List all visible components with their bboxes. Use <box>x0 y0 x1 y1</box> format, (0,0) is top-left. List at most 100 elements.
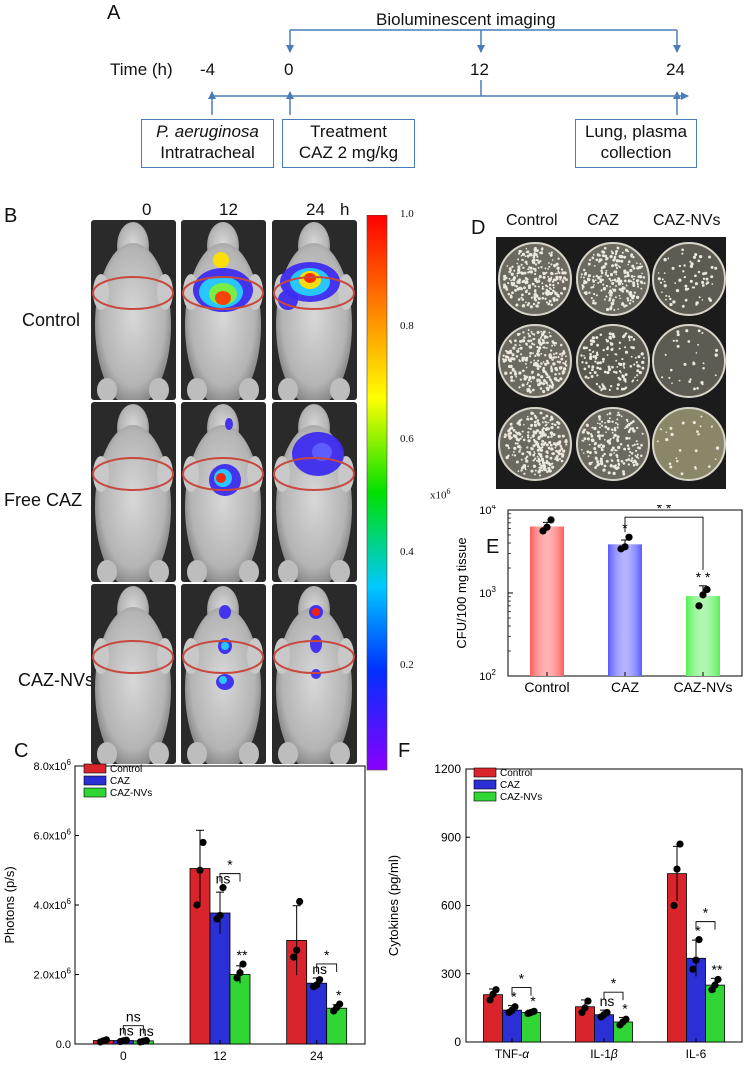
data-point <box>695 936 703 944</box>
significance-label: * <box>511 989 517 1005</box>
lung-region-ellipse <box>92 276 174 310</box>
panel-label-e: E <box>486 536 500 558</box>
mouse-right-leg <box>330 742 350 764</box>
infection-box: P. aeruginosa Intratracheal <box>141 119 274 168</box>
colony <box>549 431 554 435</box>
colony <box>602 386 606 390</box>
mouse-left-leg <box>278 742 298 764</box>
colony <box>518 386 521 389</box>
colony <box>671 266 675 270</box>
data-point <box>296 897 304 906</box>
colony <box>532 412 535 415</box>
time-tick-24: 24 <box>666 60 685 79</box>
legend-swatch <box>473 791 497 802</box>
colony <box>504 433 507 436</box>
colony <box>619 362 623 367</box>
colony <box>508 339 512 343</box>
colony <box>633 460 637 463</box>
bar-CAZ-NVs-2 <box>705 984 725 1043</box>
colony <box>527 332 530 335</box>
colony <box>610 448 614 452</box>
colony <box>632 283 636 287</box>
colony <box>508 277 511 280</box>
colony <box>632 420 635 423</box>
colony <box>537 383 541 387</box>
colony <box>607 471 611 475</box>
mouse-right-leg <box>149 742 169 764</box>
colony <box>583 437 587 441</box>
colony <box>556 458 560 462</box>
colony <box>515 460 519 464</box>
infection-box-line1: P. aeruginosa <box>156 122 259 141</box>
colony <box>614 353 616 355</box>
colony <box>521 293 524 297</box>
colony <box>630 459 633 463</box>
colony <box>547 435 550 439</box>
plate-grid <box>498 242 726 481</box>
colony <box>605 284 609 288</box>
colony <box>552 299 556 302</box>
colony <box>554 356 558 359</box>
y-tick-label: 0 <box>454 1035 461 1049</box>
data-point <box>492 986 500 994</box>
colony <box>503 277 506 281</box>
colony <box>546 387 550 391</box>
colony <box>562 280 565 283</box>
colony <box>514 343 517 347</box>
colony <box>602 468 606 472</box>
colony <box>588 451 592 455</box>
colony <box>550 365 553 368</box>
lung-region-ellipse <box>273 640 355 674</box>
colony <box>534 285 537 288</box>
colony <box>683 264 686 267</box>
legend-label: Control <box>500 768 532 779</box>
colony <box>555 352 558 355</box>
colony <box>535 304 539 308</box>
colony <box>663 280 666 283</box>
colony <box>526 344 528 346</box>
colony <box>594 451 598 454</box>
colony <box>513 380 515 382</box>
colony <box>547 446 551 450</box>
treatment-box: Treatment CAZ 2 mg/kg <box>282 119 415 168</box>
colony <box>711 283 714 285</box>
colony <box>608 278 611 281</box>
colony <box>520 353 523 356</box>
colony <box>625 284 628 287</box>
data-point <box>313 981 321 989</box>
colony <box>697 270 701 274</box>
data-point <box>196 866 204 874</box>
colony <box>622 362 626 366</box>
colony <box>541 469 544 472</box>
colony <box>599 333 603 337</box>
mouse-image-r3-c2 <box>181 584 266 764</box>
colony <box>545 461 548 464</box>
colony <box>676 330 680 334</box>
colony <box>522 464 525 467</box>
bracket-label: * * <box>657 505 672 516</box>
colony <box>602 348 605 352</box>
colony <box>608 335 612 340</box>
significance-label: ns <box>139 1023 154 1039</box>
significance-label: ns <box>312 961 327 977</box>
colony <box>526 417 530 421</box>
significance-bracket <box>122 1025 144 1034</box>
colony <box>635 262 638 264</box>
significance-bracket <box>316 963 338 972</box>
colony <box>604 262 608 266</box>
colony <box>632 429 636 433</box>
colony <box>537 457 540 460</box>
colony <box>537 338 541 342</box>
colony <box>518 444 521 447</box>
colony <box>663 258 667 262</box>
colony <box>527 379 531 382</box>
colony <box>553 344 556 347</box>
colony <box>541 247 544 249</box>
colony <box>608 388 611 392</box>
mouse-body-svg <box>273 222 355 400</box>
colony <box>624 350 629 354</box>
colony <box>522 331 525 334</box>
colony <box>619 297 622 300</box>
colony <box>533 247 537 250</box>
